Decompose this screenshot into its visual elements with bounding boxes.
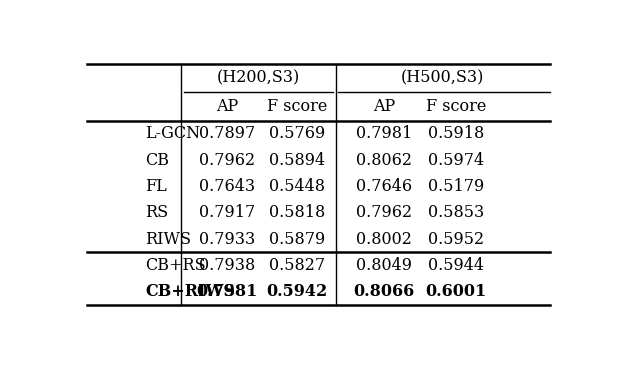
Text: F score: F score bbox=[426, 98, 486, 115]
Text: 0.7933: 0.7933 bbox=[199, 231, 255, 248]
Text: RIWS: RIWS bbox=[146, 231, 191, 248]
Text: 0.5942: 0.5942 bbox=[266, 283, 328, 300]
Text: 0.5974: 0.5974 bbox=[428, 152, 484, 169]
Text: (H200,S3): (H200,S3) bbox=[217, 70, 300, 86]
Text: 0.7643: 0.7643 bbox=[199, 178, 255, 195]
Text: 0.8062: 0.8062 bbox=[356, 152, 412, 169]
Text: CB+RS: CB+RS bbox=[146, 257, 206, 274]
Text: 0.5448: 0.5448 bbox=[269, 178, 325, 195]
Text: 0.7981: 0.7981 bbox=[197, 283, 258, 300]
Text: 0.8066: 0.8066 bbox=[353, 283, 414, 300]
Text: AP: AP bbox=[373, 98, 395, 115]
Text: 0.8049: 0.8049 bbox=[356, 257, 412, 274]
Text: 0.7917: 0.7917 bbox=[199, 204, 255, 222]
Text: FL: FL bbox=[146, 178, 167, 195]
Text: 0.5853: 0.5853 bbox=[428, 204, 485, 222]
Text: 0.7938: 0.7938 bbox=[199, 257, 255, 274]
Text: (H500,S3): (H500,S3) bbox=[401, 70, 485, 86]
Text: 0.5879: 0.5879 bbox=[269, 231, 325, 248]
Text: 0.6001: 0.6001 bbox=[425, 283, 487, 300]
Text: 0.5769: 0.5769 bbox=[269, 125, 325, 142]
Text: RS: RS bbox=[146, 204, 169, 222]
Text: L-GCN: L-GCN bbox=[146, 125, 200, 142]
Text: 0.7981: 0.7981 bbox=[356, 125, 412, 142]
Text: 0.5179: 0.5179 bbox=[428, 178, 485, 195]
Text: 0.5827: 0.5827 bbox=[269, 257, 325, 274]
Text: CB+RIWS: CB+RIWS bbox=[146, 283, 235, 300]
Text: 0.5944: 0.5944 bbox=[428, 257, 484, 274]
Text: 0.5818: 0.5818 bbox=[269, 204, 325, 222]
Text: 0.7962: 0.7962 bbox=[199, 152, 255, 169]
Text: 0.7962: 0.7962 bbox=[356, 204, 412, 222]
Text: 0.7897: 0.7897 bbox=[199, 125, 255, 142]
Text: CB: CB bbox=[146, 152, 169, 169]
Text: 0.8002: 0.8002 bbox=[356, 231, 412, 248]
Text: 0.7646: 0.7646 bbox=[356, 178, 412, 195]
Text: 0.5918: 0.5918 bbox=[428, 125, 485, 142]
Text: AP: AP bbox=[216, 98, 238, 115]
Text: F score: F score bbox=[267, 98, 327, 115]
Text: 0.5952: 0.5952 bbox=[428, 231, 484, 248]
Text: 0.5894: 0.5894 bbox=[269, 152, 325, 169]
